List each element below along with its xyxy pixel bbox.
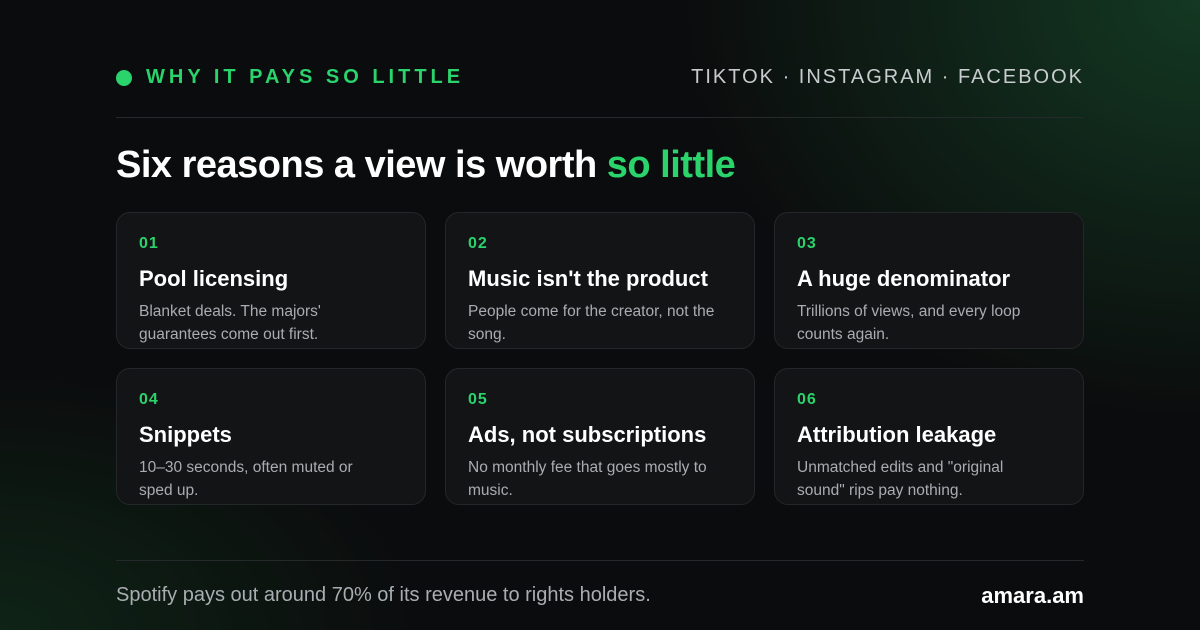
card-body: No monthly fee that goes mostly to music…: [468, 459, 707, 499]
card-title: Attribution leakage: [797, 422, 997, 447]
card-title: A huge denominator: [797, 266, 1011, 291]
card-title: Music isn't the product: [468, 266, 708, 291]
divider: [116, 117, 1084, 118]
headline-main: Six reasons a view is worth: [116, 144, 597, 186]
reason-card: 01 Pool licensing Blanket deals. The major…: [116, 212, 426, 349]
card-title: Ads, not subscriptions: [468, 422, 707, 447]
platforms: TIKTOK · INSTAGRAM · FACEBOOK: [691, 66, 1084, 88]
card-body: People come for the creator, not the son…: [468, 303, 715, 343]
card-number: 01: [139, 235, 159, 252]
card-body: Unmatched edits and "original sound" rip…: [797, 459, 1004, 499]
dot: [116, 69, 132, 86]
reason-card: 04 Snippets 10–30 seconds, often muted or …: [116, 368, 426, 505]
card-number: 06: [797, 391, 817, 408]
card-body: Trillions of views, and every loop count…: [797, 303, 1021, 343]
kicker: WHY IT PAYS SO LITTLE: [116, 66, 464, 89]
card-number: 04: [139, 391, 159, 408]
reason-card: 06 Attribution leakage Unmatched edits and…: [774, 368, 1084, 505]
headline: Six reasons a view is worth so little: [116, 144, 736, 187]
reason-card: 02 Music isn't the product People come for…: [445, 212, 755, 349]
footer-note: Spotify pays out around 70% of its reven…: [116, 584, 651, 606]
reason-card: 03 A huge denominator Trillions of views, …: [774, 212, 1084, 349]
card-body: 10–30 seconds, often muted or sped up.: [139, 459, 353, 499]
card-title: Snippets: [139, 422, 232, 447]
card-body: Blanket deals. The majors' guarantees co…: [139, 303, 321, 343]
brand: amara.am: [981, 583, 1084, 608]
kicker-text: WHY IT PAYS SO LITTLE: [146, 66, 465, 88]
card-number: 03: [797, 235, 817, 252]
divider: [116, 560, 1084, 561]
reason-card: 05 Ads, not subscriptions No monthly fee t…: [445, 368, 755, 505]
card-number: 05: [468, 391, 488, 408]
card-grid: 01 Pool licensing Blanket deals. The major…: [116, 212, 1084, 505]
headline-accent: so little: [606, 144, 736, 186]
card-title: Pool licensing: [139, 266, 289, 291]
card-number: 02: [468, 235, 488, 252]
